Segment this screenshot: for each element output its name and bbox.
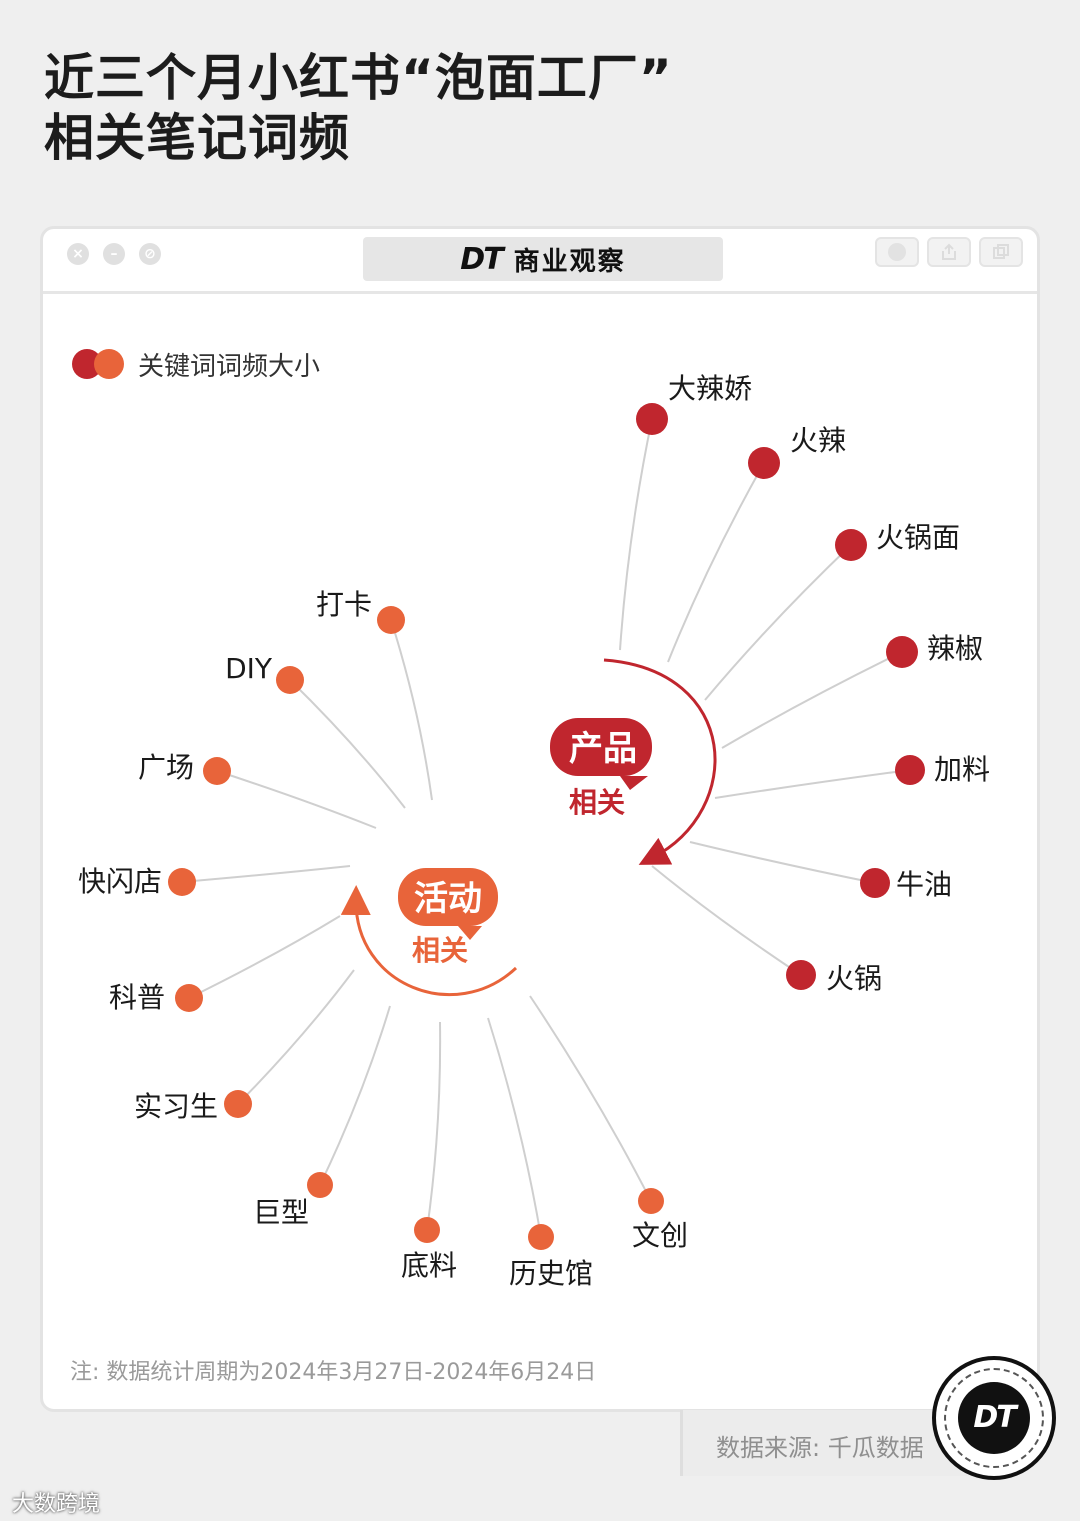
brand-name: 商业观察 [513,246,626,277]
activity-keyword-dot [203,757,231,785]
activity-connector [188,915,341,999]
activity-keyword-dot [528,1224,554,1250]
hub-arcs [340,658,717,996]
product-keyword-label: 火锅 [826,962,882,995]
activity-keyword-label: 底料 [401,1249,457,1282]
dt-badge-logo: DT [932,1356,1056,1480]
product-keyword-label: 加料 [934,753,990,786]
legend-label: 关键词词频大小 [138,351,321,382]
activity-keyword-dot [377,606,405,634]
share-icon[interactable] [927,237,971,267]
product-connector [619,418,653,651]
copy-icon[interactable] [979,237,1023,267]
product-keyword-dot [895,755,925,785]
product-keyword-label: 火锅面 [876,521,960,554]
product-keyword-dot [748,447,780,479]
product-keyword-label: 牛油 [896,868,952,901]
activity-keyword-label: 广场 [138,751,194,784]
activity-keyword-label: 科普 [109,981,165,1014]
activity-arc [340,885,518,996]
activity-keyword-label: 历史馆 [509,1257,593,1290]
footnote: 注: 数据统计周期为2024年3月27日-2024年6月24日 [70,1360,597,1385]
activity-connector [426,1021,442,1231]
page-title: 近三个月小红书“泡面工厂” 相关笔记词频 [44,48,673,168]
product-connector [667,462,765,663]
product-keyword-label: 辣椒 [927,632,983,665]
product-keyword-dot [860,868,890,898]
corner-watermark: 大数跨境 [12,1492,101,1517]
product-keyword-dot [835,529,867,561]
product-hub-subtitle: 相关 [569,786,625,819]
activity-keyword-label: 巨型 [253,1196,309,1229]
block-icon[interactable]: ⊘ [139,243,161,265]
activity-connector [181,865,351,883]
connector-lines [181,418,911,1238]
product-connector [714,769,911,799]
product-keyword-label: 火辣 [790,424,846,457]
product-arc [603,658,717,865]
product-keyword-dot [636,403,668,435]
product-keyword-dot [886,636,918,668]
activity-connector [390,619,433,801]
activity-keyword-label: 快闪店 [78,865,162,898]
brand-logo: DT [460,241,503,277]
activity-hub: 活动 相关 [398,868,498,967]
product-hub: 产品 相关 [550,718,652,819]
window-titlebar: × – ⊘ DT 商业观察 [43,229,1037,294]
address-bar[interactable]: DT 商业观察 [363,237,723,281]
browser-window: × – ⊘ DT 商业观察 [40,226,1040,1412]
activity-keyword-dot [414,1217,440,1243]
activity-connector [237,969,355,1105]
activity-hub-subtitle: 相关 [412,934,468,967]
activity-keyword-label: 实习生 [134,1090,218,1123]
product-keyword-label: 大辣娇 [668,372,752,405]
activity-keyword-label: 打卡 [316,588,372,621]
activity-keyword-dot [175,984,203,1012]
product-connector [651,865,802,976]
product-connector [721,651,903,749]
legend: 关键词词频大小 [72,346,320,382]
product-connector [689,841,876,884]
activity-keyword-dot [638,1188,664,1214]
activity-hub-title: 活动 [414,879,482,919]
activity-keyword-label: 文创 [632,1219,688,1252]
activity-keyword-dot [276,666,304,694]
close-icon[interactable]: × [67,243,89,265]
product-hub-title: 产品 [569,729,637,769]
activity-connector [216,770,377,829]
title-line-1: 近三个月小红书“泡面工厂” [44,49,673,107]
minimize-icon[interactable]: – [103,243,125,265]
activity-keyword-dot [168,868,196,896]
title-line-2: 相关笔记词频 [44,109,350,167]
activity-keyword-dot [224,1090,252,1118]
product-connector [704,544,852,701]
activity-connector [289,679,406,809]
product-keyword-dot [786,960,816,990]
dt-badge-text: DT [958,1382,1030,1454]
activity-connector [487,1017,542,1238]
activity-keyword-label: DIY [225,652,273,685]
record-icon[interactable] [875,237,919,267]
activity-keyword-dot [307,1172,333,1198]
data-source: 数据来源: 千瓜数据 [716,1434,924,1462]
legend-dots-icon [72,346,128,382]
activity-connector [529,995,652,1202]
activity-connector [319,1005,391,1186]
